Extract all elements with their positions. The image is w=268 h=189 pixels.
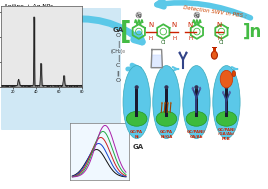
Ellipse shape: [216, 111, 237, 126]
Ellipse shape: [232, 71, 236, 77]
Ellipse shape: [153, 66, 180, 139]
Text: Ag: Ag: [194, 12, 200, 18]
Text: N: N: [217, 22, 222, 28]
Text: ‖: ‖: [117, 70, 119, 76]
Text: GA: GA: [132, 144, 144, 150]
Bar: [212, 47, 217, 48]
FancyBboxPatch shape: [1, 8, 121, 130]
Ellipse shape: [186, 111, 207, 126]
Text: H: H: [188, 36, 192, 40]
FancyArrowPatch shape: [232, 67, 237, 71]
Text: O: O: [116, 78, 120, 83]
Text: H: H: [172, 36, 176, 40]
Ellipse shape: [126, 111, 147, 126]
Circle shape: [192, 87, 194, 91]
Ellipse shape: [194, 85, 199, 89]
Bar: [195, 87, 198, 117]
Circle shape: [136, 12, 142, 18]
Ellipse shape: [135, 85, 139, 89]
Circle shape: [164, 102, 166, 104]
Text: GC/PA
Ni: GC/PA Ni: [130, 130, 143, 139]
Text: Cl: Cl: [219, 40, 224, 45]
Text: Ag: Ag: [136, 12, 142, 18]
Bar: [165, 87, 168, 117]
Text: H: H: [217, 36, 222, 40]
Circle shape: [229, 91, 231, 94]
Text: Aniline + Ag NPs
in 1 M HCl: Aniline + Ag NPs in 1 M HCl: [4, 4, 53, 15]
Polygon shape: [152, 55, 162, 68]
Text: ]n: ]n: [243, 22, 262, 41]
Text: N: N: [172, 22, 177, 28]
FancyArrowPatch shape: [168, 98, 172, 125]
FancyArrowPatch shape: [60, 80, 66, 85]
Text: N: N: [188, 22, 193, 28]
Text: N: N: [148, 22, 154, 28]
Text: |: |: [117, 55, 119, 62]
FancyArrowPatch shape: [157, 0, 251, 18]
Text: GC/PA
Ni/GA: GC/PA Ni/GA: [160, 130, 173, 139]
Text: GC/PANI/
GA/Ab: GC/PANI/ GA/Ab: [187, 130, 206, 139]
Circle shape: [161, 102, 163, 104]
Ellipse shape: [123, 66, 150, 139]
FancyArrowPatch shape: [173, 67, 178, 71]
Text: |: |: [117, 41, 119, 48]
Ellipse shape: [224, 85, 229, 89]
Circle shape: [194, 12, 200, 18]
Ellipse shape: [164, 85, 169, 89]
Circle shape: [222, 91, 224, 94]
Text: GA: GA: [112, 27, 124, 33]
FancyArrowPatch shape: [191, 70, 195, 74]
Text: Detection SWV in PBS :: Detection SWV in PBS :: [183, 5, 247, 19]
FancyArrowPatch shape: [220, 70, 224, 74]
Circle shape: [199, 87, 201, 91]
Text: O: O: [116, 33, 120, 38]
Circle shape: [167, 102, 169, 104]
Text: (CH₂)₃: (CH₂)₃: [110, 49, 125, 54]
Text: Cl: Cl: [161, 40, 166, 45]
Bar: [225, 87, 228, 117]
Ellipse shape: [220, 70, 233, 88]
Circle shape: [185, 52, 187, 54]
Ellipse shape: [213, 66, 240, 139]
FancyArrowPatch shape: [128, 65, 140, 73]
Text: H: H: [149, 36, 153, 40]
Text: C: C: [116, 63, 120, 68]
Ellipse shape: [211, 51, 217, 59]
FancyArrowPatch shape: [58, 19, 142, 42]
Ellipse shape: [156, 111, 177, 126]
Circle shape: [170, 102, 172, 104]
Text: GC/PANI
/GA/Ab/
PCB: GC/PANI /GA/Ab/ PCB: [218, 128, 235, 141]
Text: [: [: [120, 20, 132, 43]
Ellipse shape: [183, 66, 210, 139]
Bar: [135, 87, 139, 117]
Circle shape: [179, 52, 181, 54]
Bar: [213, 48, 216, 52]
